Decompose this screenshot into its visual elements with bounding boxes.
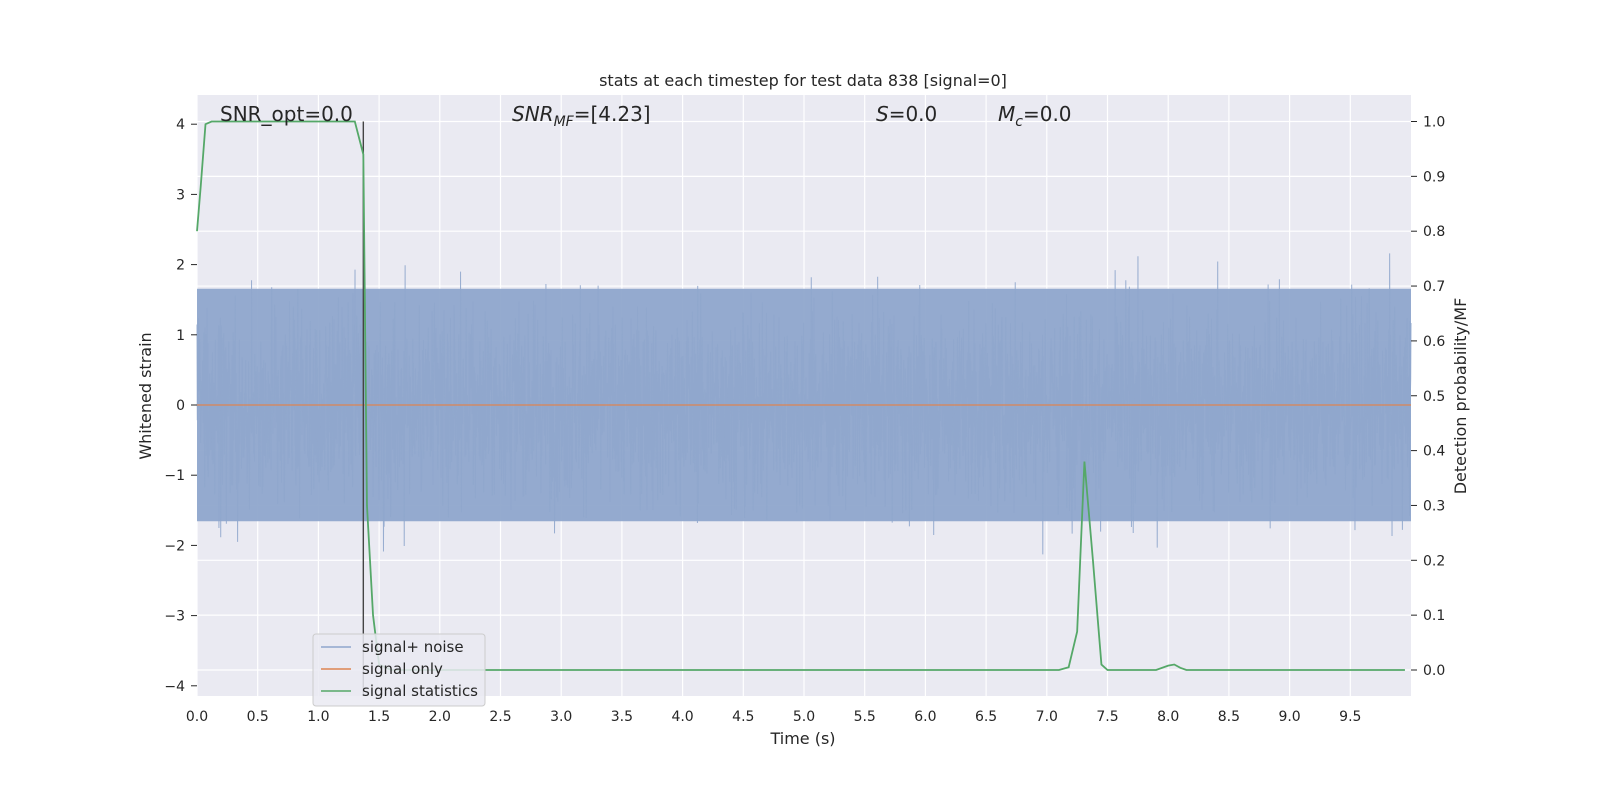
y2-tick-label: 0.6 (1423, 334, 1445, 350)
y2-tick-label: 0.9 (1423, 169, 1445, 185)
annotation-snr-opt: SNR_opt=0.0 (220, 102, 353, 126)
mc-value: =0.0 (1023, 102, 1072, 126)
y2-tick-label: 0.5 (1423, 389, 1445, 405)
series-signal-noise (196, 253, 1412, 555)
chart-title: stats at each timestep for test data 838… (599, 71, 1007, 90)
s-label: S (876, 102, 889, 126)
y2-tick-label: 0.1 (1423, 608, 1445, 624)
y2-tick-label: 0.4 (1423, 444, 1445, 460)
x-tick-label: 7.5 (1096, 709, 1118, 725)
x-tick-label: 4.0 (671, 709, 693, 725)
annotation-snr-mf: SNRMF=[4.23] (512, 102, 651, 130)
y2-tick-label: 1.0 (1423, 115, 1445, 131)
legend-label-signal-noise: signal+ noise (362, 638, 464, 656)
x-tick-label: 8.0 (1157, 709, 1179, 725)
series-signal-statistics (196, 120, 1405, 671)
legend-label-signal-statistics: signal statistics (362, 682, 478, 700)
x-tick-label: 6.0 (914, 709, 936, 725)
y-axis-label: Whitened strain (136, 332, 155, 459)
x-tick-label: 0.0 (186, 709, 208, 725)
x-tick-label: 8.5 (1218, 709, 1240, 725)
y-tick-label: 2 (176, 258, 185, 274)
y-tick-label: −2 (164, 538, 185, 554)
y2-axis-label: Detection probability/MF (1451, 298, 1470, 495)
mc-label: M (998, 102, 1015, 126)
y-tick-label: 0 (176, 398, 185, 414)
x-tick-label: 5.5 (854, 709, 876, 725)
x-tick-label: 3.0 (550, 709, 572, 725)
x-tick-label: 1.5 (368, 709, 390, 725)
legend-label-signal-only: signal only (362, 660, 443, 678)
x-tick-label: 2.5 (489, 709, 511, 725)
snr-mf-subscript: MF (554, 114, 575, 130)
x-tick-label: 2.0 (429, 709, 451, 725)
y2-tick-label: 0.0 (1423, 663, 1445, 679)
y-tick-label: −1 (164, 468, 185, 484)
snr-mf-value: =[4.23] (574, 102, 651, 126)
x-tick-label: 4.5 (732, 709, 754, 725)
x-tick-label: 7.0 (1036, 709, 1058, 725)
s-value: =0.0 (889, 102, 938, 126)
y2-tick-label: 0.3 (1423, 498, 1445, 514)
y-tick-label: −3 (164, 609, 185, 625)
x-tick-label: 9.0 (1278, 709, 1300, 725)
y-tick-label: −4 (164, 679, 185, 695)
x-tick-label: 9.5 (1339, 709, 1361, 725)
x-tick-label: 1.0 (307, 709, 329, 725)
noise-series (196, 253, 1412, 555)
annotation-s: S=0.0 (876, 102, 937, 126)
axis-ticks: 0.0 0.5 1.0 1.5 2.0 2.5 3.0 3.5 4.0 4.5 5.0 5.5 6.0 6… (164, 115, 1445, 726)
y2-tick-label: 0.7 (1423, 279, 1445, 295)
y-tick-label: 4 (176, 117, 185, 133)
y-tick-label: 1 (176, 328, 185, 344)
legend-box (312, 633, 486, 707)
y-tick-label: 3 (176, 187, 185, 203)
y2-tick-label: 0.8 (1423, 224, 1445, 240)
mc-subscript: c (1015, 114, 1023, 130)
x-tick-label: 3.5 (611, 709, 633, 725)
x-tick-label: 6.5 (975, 709, 997, 725)
y2-tick-label: 0.2 (1423, 553, 1445, 569)
line-series (196, 120, 1411, 696)
snr-mf-label: SNR (512, 102, 554, 126)
annotation-mc: Mc=0.0 (998, 102, 1072, 130)
x-tick-label: 5.0 (793, 709, 815, 725)
legend: signal+ noise signal only signal statist… (312, 633, 486, 707)
x-axis-label: Time (s) (769, 729, 835, 748)
x-tick-label: 0.5 (247, 709, 269, 725)
